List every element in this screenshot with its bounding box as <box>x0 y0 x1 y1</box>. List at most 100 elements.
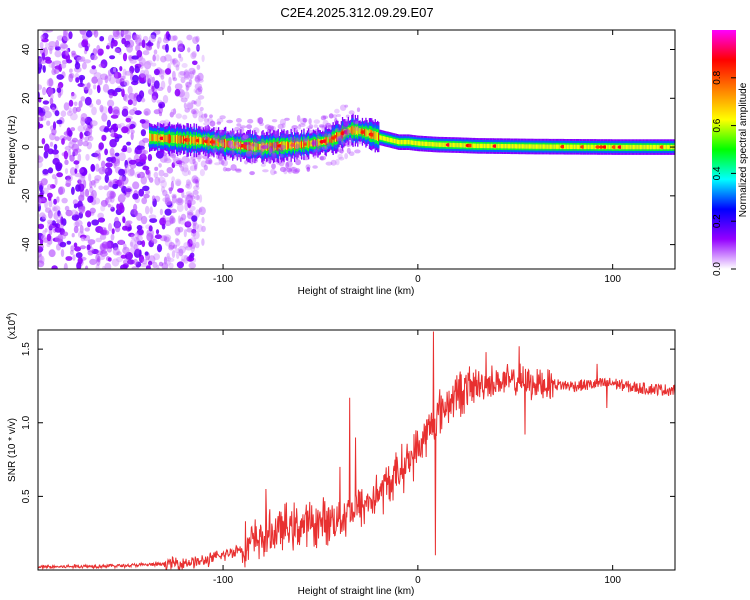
noise-blob <box>69 249 74 255</box>
noise-blob <box>111 258 120 267</box>
noise-blob <box>80 116 86 126</box>
noise-blob <box>187 193 195 198</box>
noise-blob <box>85 30 93 38</box>
noise-blob <box>140 175 147 185</box>
noise-blob <box>91 76 98 84</box>
noise-blob <box>198 208 203 213</box>
ridge-cell <box>444 142 446 147</box>
noise-blob <box>77 83 85 87</box>
noise-blob <box>136 94 143 103</box>
ridge-spread <box>220 146 225 153</box>
ridge-cell <box>464 143 466 148</box>
noise-blob <box>156 244 163 253</box>
ridge-cell <box>506 144 508 149</box>
noise-blob <box>42 187 49 195</box>
ridge-spread <box>342 125 348 133</box>
ridge-spread <box>325 122 332 128</box>
noise-blob <box>86 82 90 90</box>
noise-blob <box>154 234 162 240</box>
noise-blob <box>99 242 106 252</box>
ridge-spread <box>216 154 220 160</box>
noise-blob <box>146 229 154 237</box>
noise-blob <box>198 115 204 123</box>
ridge-cell <box>373 131 375 139</box>
noise-blob <box>38 117 44 122</box>
noise-blob <box>65 209 73 217</box>
ridge-spread <box>315 135 320 139</box>
noise-blob <box>160 74 165 80</box>
noise-blob <box>127 85 133 95</box>
ridge-cell <box>225 138 227 149</box>
ridge-spread <box>256 117 261 124</box>
ridge-cell <box>607 144 609 150</box>
ridge-cell <box>199 136 201 145</box>
ridge-cell <box>403 140 406 145</box>
ridge-cell <box>530 144 532 149</box>
noise-blob <box>86 82 91 89</box>
spectrogram-ytick-20: 20 <box>21 92 32 104</box>
noise-blob <box>151 91 159 101</box>
snr-series-line <box>37 331 676 571</box>
noise-blob <box>108 181 114 188</box>
noise-blob <box>116 203 120 210</box>
noise-blob <box>192 222 197 231</box>
noise-blob <box>60 249 65 257</box>
ridge-cell <box>537 144 539 149</box>
ridge-cell <box>330 136 332 143</box>
noise-blob <box>201 225 206 233</box>
ridge-spread <box>214 162 221 166</box>
ridge-cell <box>171 134 173 143</box>
noise-blob <box>95 237 102 243</box>
ridge-spread <box>218 156 223 161</box>
ridge-cell <box>237 141 240 149</box>
noise-blob <box>194 194 200 200</box>
ridge-cell <box>463 143 465 148</box>
noise-blob <box>164 68 172 75</box>
noise-blob <box>194 77 200 82</box>
noise-blob <box>104 174 110 184</box>
noise-blob <box>49 47 53 55</box>
noise-blob <box>124 186 133 195</box>
noise-blob <box>153 253 161 261</box>
noise-blob <box>195 88 203 95</box>
noise-blob <box>179 217 184 222</box>
noise-blob <box>175 64 180 71</box>
noise-blob <box>130 238 137 248</box>
noise-blob <box>87 221 92 228</box>
ridge-spread <box>259 140 266 145</box>
ridge-cell <box>569 144 572 149</box>
ridge-cell <box>579 144 581 150</box>
noise-blob <box>197 78 204 83</box>
ridge-spread <box>252 138 259 143</box>
noise-blob <box>87 250 94 256</box>
ridge-cell <box>512 144 514 149</box>
ridge-cell <box>568 144 570 149</box>
noise-blob <box>178 53 182 59</box>
ridge-cell <box>616 144 618 150</box>
noise-blob <box>192 158 196 165</box>
ridge-spread <box>312 139 319 147</box>
ridge-cell <box>201 137 203 144</box>
ridge-cell <box>408 140 410 145</box>
noise-blob <box>183 229 187 238</box>
ridge-cell <box>644 144 646 150</box>
ridge-cell <box>450 142 452 148</box>
ridge-spread <box>203 113 208 118</box>
ridge-spread <box>344 129 351 136</box>
ridge-cell <box>631 144 634 150</box>
ridge-spread <box>259 145 265 150</box>
ridge-cell <box>164 135 166 142</box>
noise-blob <box>48 249 56 258</box>
ridge-cell <box>232 140 234 149</box>
noise-blob <box>165 43 169 53</box>
ridge-cell <box>417 141 420 146</box>
ridge-cell <box>166 135 168 143</box>
noise-blob <box>130 246 136 254</box>
noise-blob <box>74 172 82 178</box>
ridge-spread <box>204 136 208 141</box>
noise-blob <box>98 63 105 68</box>
ridge-cell <box>566 144 568 149</box>
ridge-cell <box>250 142 252 150</box>
ridge-spread <box>294 152 299 158</box>
noise-blob <box>145 45 153 51</box>
